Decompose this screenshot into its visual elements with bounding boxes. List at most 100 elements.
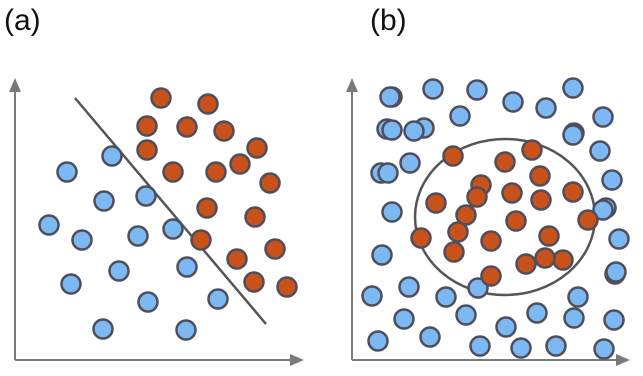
panel-a-orange-point xyxy=(196,197,218,219)
panel-b-blue-point xyxy=(589,140,611,162)
panel-b-orange-point xyxy=(425,192,447,214)
panel-a-orange-point xyxy=(162,161,184,183)
panel-a-orange-point xyxy=(150,87,172,109)
panel-a-label: (a) xyxy=(4,4,41,37)
panel-b-blue-point xyxy=(605,261,627,283)
panel-a-blue-point xyxy=(176,256,198,278)
panel-b-orange-point xyxy=(562,181,584,203)
panel-a-orange-point xyxy=(205,161,227,183)
panel-b-orange-point xyxy=(494,151,516,173)
panel-b-orange-point xyxy=(521,139,543,161)
panel-b-x-axis-arrow xyxy=(616,354,630,366)
panel-b-blue-point xyxy=(563,307,585,329)
panel-b-blue-point xyxy=(449,105,471,127)
panel-a-blue-point xyxy=(175,319,197,341)
panel-b-blue-point xyxy=(398,276,420,298)
panel-b-blue-point xyxy=(379,86,401,108)
panel-b-orange-point xyxy=(534,247,556,269)
panel-b-orange-point xyxy=(505,210,527,232)
panel-a-blue-point xyxy=(135,185,157,207)
panel-b-orange-point xyxy=(442,145,464,167)
panel-b-blue-point xyxy=(367,330,389,352)
panel-a-orange-point xyxy=(176,116,198,138)
panel-b-circular-separation xyxy=(346,77,630,366)
panel-b-blue-point xyxy=(403,120,425,142)
panel-a-orange-point xyxy=(243,271,265,293)
panel-a-orange-point xyxy=(190,229,212,251)
panel-a-orange-point xyxy=(259,172,281,194)
panel-b-blue-point xyxy=(371,244,393,266)
panel-a-orange-point xyxy=(229,153,251,175)
panel-a-orange-point xyxy=(136,115,158,137)
panel-b-blue-point xyxy=(593,338,615,360)
panel-b-orange-point xyxy=(515,253,537,275)
panel-a-blue-point xyxy=(60,273,82,295)
panel-b-blue-point xyxy=(603,309,625,331)
panel-a-blue-point xyxy=(108,260,130,282)
panel-b-blue-point xyxy=(381,201,403,223)
panel-b-orange-point xyxy=(530,189,552,211)
panel-b-blue-point xyxy=(526,302,548,324)
panel-a-blue-point xyxy=(207,288,229,310)
panel-b-blue-point xyxy=(466,79,488,101)
panel-a-blue-point xyxy=(71,229,93,251)
panel-b-blue-point xyxy=(592,199,614,221)
panel-b-blue-point xyxy=(393,308,415,330)
panel-a-blue-point xyxy=(56,161,78,183)
panel-b-blue-point xyxy=(361,285,383,307)
panel-b-blue-point xyxy=(422,78,444,100)
panel-a-blue-point xyxy=(92,318,114,340)
panel-a-orange-point xyxy=(213,120,235,142)
panel-a-orange-point xyxy=(264,238,286,260)
panel-a-orange-point xyxy=(197,93,219,115)
panel-a-blue-point xyxy=(93,190,115,212)
panel-a-blue-point xyxy=(137,291,159,313)
panel-b-orange-point xyxy=(552,249,574,271)
panel-b-orange-point xyxy=(529,165,551,187)
panel-b-y-axis-arrow xyxy=(346,78,358,92)
panel-a-orange-point xyxy=(246,137,268,159)
panel-b-blue-point xyxy=(608,228,630,250)
panel-b-blue-point xyxy=(545,335,567,357)
panel-b-blue-point xyxy=(592,106,614,128)
panel-b-orange-point xyxy=(538,225,560,247)
panel-b-blue-point xyxy=(567,286,589,308)
panel-a-blue-point xyxy=(101,145,123,167)
panel-b-orange-point xyxy=(480,230,502,252)
panel-a-x-axis-arrow xyxy=(290,354,304,366)
panel-b-blue-point xyxy=(467,277,489,299)
panel-a-orange-point xyxy=(136,139,158,161)
panel-b-blue-point xyxy=(495,316,517,338)
panel-a-orange-point xyxy=(276,276,298,298)
panel-a-blue-point xyxy=(38,214,60,236)
panel-a-decision-line xyxy=(74,97,267,325)
panel-b-blue-point xyxy=(562,77,584,99)
panel-b-orange-point xyxy=(577,209,599,231)
panel-b-blue-point xyxy=(510,337,532,359)
panel-b-orange-point xyxy=(466,186,488,208)
panel-b-blue-point xyxy=(381,119,403,141)
panel-b-blue-point xyxy=(502,91,524,113)
panel-b-blue-point xyxy=(435,286,457,308)
panel-a-linear-separation xyxy=(9,78,304,366)
panel-b-blue-point xyxy=(535,97,557,119)
panel-b-orange-point xyxy=(501,182,523,204)
panel-a-blue-point xyxy=(162,218,184,240)
panel-b-orange-point xyxy=(447,221,469,243)
panel-b-orange-point xyxy=(455,204,477,226)
panel-b-blue-point xyxy=(601,169,623,191)
panel-b-label: (b) xyxy=(370,4,407,37)
panel-b-orange-point xyxy=(480,265,502,287)
panel-b-orange-point xyxy=(443,241,465,263)
panel-b-orange-point xyxy=(410,227,432,249)
panel-b-blue-point xyxy=(455,304,477,326)
panel-a-blue-point xyxy=(127,225,149,247)
panel-b-blue-point xyxy=(377,162,399,184)
panel-a-y-axis-arrow xyxy=(9,78,21,92)
panel-b-blue-point xyxy=(469,335,491,357)
panel-a-orange-point xyxy=(226,248,248,270)
panel-b-blue-point xyxy=(399,152,421,174)
panel-a-orange-point xyxy=(244,206,266,228)
panel-b-blue-point xyxy=(419,326,441,348)
